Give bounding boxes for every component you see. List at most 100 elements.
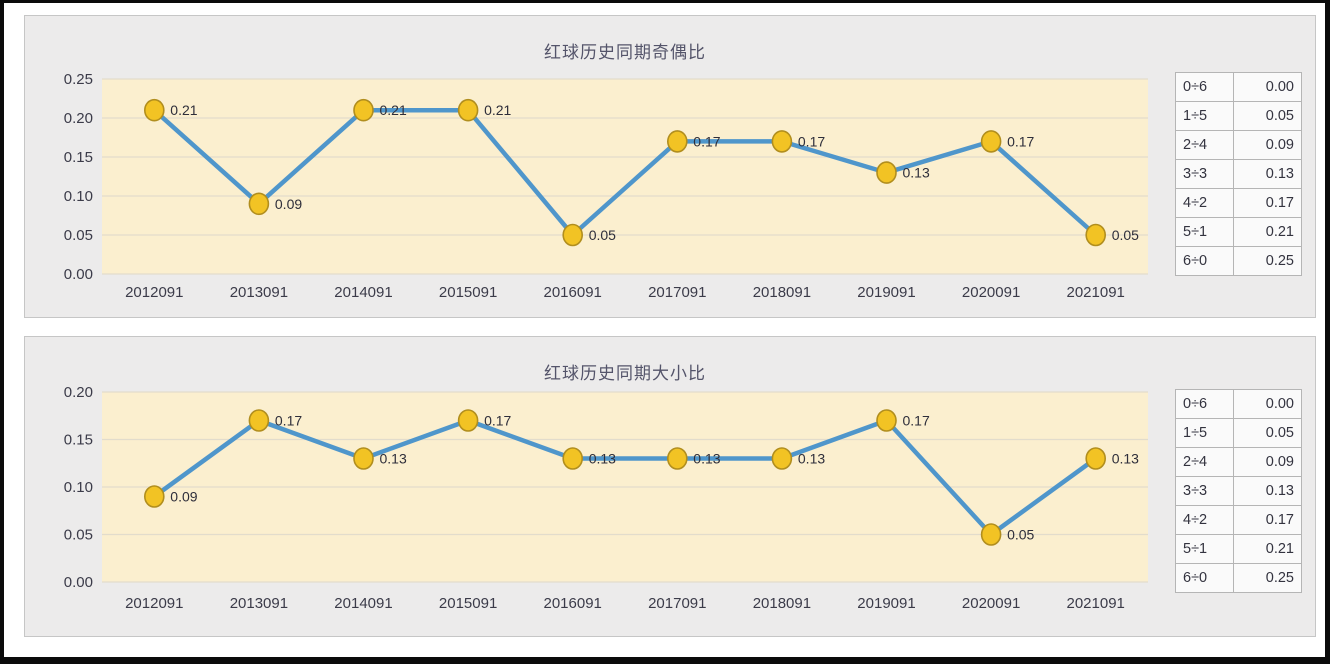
x-axis-tick-label: 2015091 [439, 284, 497, 301]
x-axis-tick-label: 2012091 [125, 595, 183, 612]
ratio-table-row: 2÷4 0.09 [1175, 130, 1302, 160]
data-point-label: 0.05 [1112, 227, 1139, 243]
data-point-marker [771, 130, 793, 153]
ratio-cell[interactable]: 2÷4 [1175, 447, 1234, 477]
ratio-cell[interactable]: 1÷5 [1175, 418, 1234, 448]
x-axis-tick-label: 2018091 [753, 284, 811, 301]
data-point-label: 0.13 [798, 451, 825, 467]
data-point-label: 0.13 [693, 451, 720, 467]
y-axis-tick-label: 0.20 [64, 110, 93, 127]
data-point-label: 0.17 [903, 413, 930, 429]
x-axis-tick-label: 2013091 [230, 284, 288, 301]
data-point-label: 0.21 [380, 102, 407, 118]
data-point-label: 0.13 [380, 451, 407, 467]
ratio-cell[interactable]: 0÷6 [1175, 72, 1234, 102]
x-axis-tick-label: 2014091 [334, 284, 392, 301]
ratio-cell[interactable]: 5÷1 [1175, 217, 1234, 247]
ratio-cell[interactable]: 5÷1 [1175, 534, 1234, 564]
data-point-marker [562, 223, 584, 247]
probability-value-cell[interactable]: 0.17 [1233, 188, 1302, 218]
series-line [152, 107, 1098, 238]
probability-value-cell[interactable]: 0.21 [1233, 534, 1302, 564]
data-point-marker [980, 130, 1002, 153]
probability-value-cell[interactable]: 0.13 [1233, 476, 1302, 506]
y-axis-tick-label: 0.10 [64, 188, 93, 205]
chart-title: 红球历史同期大小比 [544, 364, 706, 383]
ratio-table-row: 1÷5 0.05 [1175, 418, 1302, 448]
chart-card-odd-even[interactable]: 0.00 0.05 0.10 0.15 0.20 0.25 2012091 2013091 20… [24, 15, 1316, 318]
ratio-table-row: 1÷5 0.05 [1175, 101, 1302, 131]
probability-value-cell[interactable]: 0.09 [1233, 130, 1302, 160]
data-point-label: 0.17 [275, 413, 302, 429]
x-axis-tick-label: 2013091 [230, 595, 288, 612]
probability-value-cell[interactable]: 0.05 [1233, 418, 1302, 448]
data-point-label: 0.17 [798, 133, 825, 149]
data-point-marker [1085, 447, 1106, 470]
data-point-label: 0.13 [903, 165, 930, 181]
x-axis-tick-label: 2021091 [1066, 284, 1124, 301]
data-point-label: 0.17 [484, 413, 511, 429]
x-axis-tick-label: 2016091 [543, 284, 601, 301]
data-point-marker [1085, 223, 1106, 247]
probability-value-cell[interactable]: 0.09 [1233, 447, 1302, 477]
x-axis-tick-label: 2016091 [543, 595, 601, 612]
x-axis-tick-label: 2015091 [439, 595, 497, 612]
ratio-cell[interactable]: 0÷6 [1175, 389, 1234, 419]
x-axis-tick-label: 2020091 [962, 284, 1020, 301]
ratio-cell[interactable]: 3÷3 [1175, 159, 1234, 189]
ratio-cell[interactable]: 2÷4 [1175, 130, 1234, 160]
ratio-lookup-table: 0÷6 0.00 1÷5 0.05 2÷4 0.09 3÷3 0.13 4÷2 0.17 5÷1 0.… [1175, 72, 1302, 276]
probability-value-cell[interactable]: 0.00 [1233, 389, 1302, 419]
ratio-table-row: 5÷1 0.21 [1175, 534, 1302, 564]
ratio-cell[interactable]: 4÷2 [1175, 188, 1234, 218]
data-point-label: 0.21 [170, 102, 197, 118]
probability-value-cell[interactable]: 0.21 [1233, 217, 1302, 247]
data-point-marker [666, 130, 688, 153]
ratio-table-row: 4÷2 0.17 [1175, 188, 1302, 218]
data-point-label: 0.13 [589, 451, 616, 467]
y-axis-tick-label: 0.05 [64, 527, 93, 544]
probability-value-cell[interactable]: 0.05 [1233, 101, 1302, 131]
ratio-cell[interactable]: 4÷2 [1175, 505, 1234, 535]
y-axis-tick-label: 0.10 [64, 479, 93, 496]
ratio-lookup-table: 0÷6 0.00 1÷5 0.05 2÷4 0.09 3÷3 0.13 4÷2 0.17 5÷1 0.… [1175, 389, 1302, 593]
probability-value-cell[interactable]: 0.13 [1233, 159, 1302, 189]
y-axis-tick-label: 0.05 [64, 227, 93, 244]
probability-value-cell[interactable]: 0.17 [1233, 505, 1302, 535]
data-point-marker [457, 98, 479, 122]
series-line [152, 418, 1098, 537]
ratio-table-row: 0÷6 0.00 [1175, 72, 1302, 102]
ratio-cell[interactable]: 6÷0 [1175, 563, 1234, 593]
y-axis-tick-label: 0.25 [64, 71, 93, 88]
data-point-label: 0.21 [484, 102, 511, 118]
data-point-marker [876, 161, 897, 184]
probability-value-cell[interactable]: 0.25 [1233, 246, 1302, 276]
ratio-cell[interactable]: 1÷5 [1175, 101, 1234, 131]
x-axis-tick-label: 2019091 [857, 284, 915, 301]
probability-value-cell[interactable]: 0.00 [1233, 72, 1302, 102]
data-point-label: 0.05 [589, 227, 616, 243]
data-point-label: 0.09 [170, 489, 197, 505]
x-axis-tick-label: 2018091 [753, 595, 811, 612]
y-axis-tick-label: 0.00 [64, 574, 93, 591]
plot-area [102, 79, 1148, 274]
y-axis-tick-label: 0.15 [64, 432, 93, 449]
data-point-marker [248, 192, 270, 216]
ratio-table-row: 6÷0 0.25 [1175, 563, 1302, 593]
chart-card-big-small[interactable]: 0.00 0.05 0.10 0.15 0.20 2012091 2013091 201409… [24, 336, 1316, 637]
chart-title: 红球历史同期奇偶比 [544, 43, 706, 62]
ratio-table-row: 3÷3 0.13 [1175, 159, 1302, 189]
data-point-marker [666, 447, 688, 470]
ratio-table-row: 6÷0 0.25 [1175, 246, 1302, 276]
ratio-table-row: 3÷3 0.13 [1175, 476, 1302, 506]
ratio-cell[interactable]: 6÷0 [1175, 246, 1234, 276]
data-point-marker [248, 409, 270, 432]
ratio-cell[interactable]: 3÷3 [1175, 476, 1234, 506]
data-point-marker [457, 409, 479, 432]
probability-value-cell[interactable]: 0.25 [1233, 563, 1302, 593]
ratio-table-row: 5÷1 0.21 [1175, 217, 1302, 247]
data-point-marker [980, 523, 1002, 546]
data-point-marker [144, 98, 165, 122]
